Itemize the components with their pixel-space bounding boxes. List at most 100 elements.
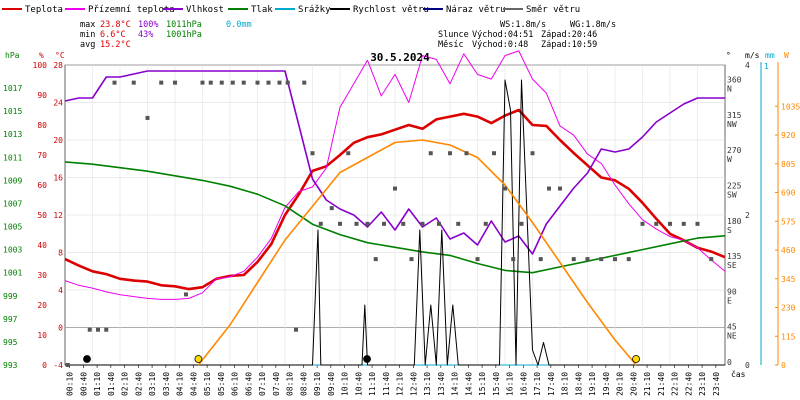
series-tlak [64,161,726,274]
wind-direction-point [159,80,164,85]
wind-speed-tick-label: 4 [745,61,750,70]
wind-dir-tick-label: 45 [727,323,737,332]
wind-direction-point [640,221,645,226]
wind-dir-compass-label: S [727,226,732,235]
x-tick-label: 22:10 [671,372,680,396]
x-tick-label: 17:10 [533,372,542,396]
wind-direction-point [519,221,524,226]
wind-direction-point [255,80,260,85]
pressure-tick-label: 1015 [3,107,22,116]
info-sunrise: Východ:04:51 [472,30,533,40]
solar-tick-label: 460 [781,246,796,255]
wind-direction-point [87,327,92,332]
stat-max-label: max [80,20,95,30]
x-tick-label: 02:10 [121,372,130,396]
temperature-tick-label: 12 [53,211,63,220]
wind-direction-point [382,221,386,226]
x-tick-label: 13:10 [423,372,432,396]
wind-direction-point [475,257,480,262]
series-solarni-radiace [197,139,637,366]
x-tick-label: 07:40 [272,372,281,396]
wind-speed-tick-label: 2 [745,211,750,220]
rain-unit: mm [765,51,775,60]
wind-direction-point [365,221,370,226]
humidity-tick-label: 60 [37,181,47,190]
humidity-tick-label: 40 [37,241,47,250]
wind-direction-point [428,151,433,156]
legend-label-smer-vetru: Směr větru [526,5,580,15]
sunset-marker [632,355,640,363]
solar-tick-label: 575 [781,217,796,226]
stat-min-label: min [80,30,95,40]
wind-direction-point [266,80,271,85]
solar-tick-label: 1035 [781,102,800,111]
wind-direction-points [65,80,714,367]
wind-direction-point [613,257,617,262]
x-tick-label: 14:40 [464,372,473,396]
wind-direction-point [483,221,488,226]
x-tick-label: 21:10 [643,372,652,396]
solar-tick-label: 690 [781,189,796,198]
pressure-tick-label: 1009 [3,176,22,185]
x-tick-label: 06:40 [244,372,253,396]
pressure-tick-label: 1017 [3,84,22,93]
x-tick-label: 16:10 [506,372,515,396]
humidity-tick-label: 20 [37,301,47,310]
wind-direction-point [599,257,604,262]
humidity-tick-label: 30 [37,271,47,280]
rain-tick-label: 1 [764,62,769,71]
wind-direction-point [285,80,290,85]
wind-direction-point [409,257,414,262]
series-vlhkost [64,70,725,255]
wind-dir-tick-label: 225 [727,182,742,191]
pressure-tick-label: 1001 [3,269,22,278]
series-prizemni-teplota [64,50,726,300]
solar-tick-label: 0 [781,361,786,370]
wind-direction-point [373,257,378,262]
wind-dir-compass-label: NE [727,332,737,341]
wind-direction-point [310,151,315,156]
humidity-unit: % [39,51,44,60]
solar-unit: W [784,51,789,60]
x-tick-label: 08:40 [299,372,308,396]
wind-direction-point [230,80,235,85]
temperature-tick-label: 0 [58,324,63,333]
info-block: WS:1.8m/s WG:1.8m/s Slunce Východ:04:51 … [438,20,616,50]
x-tick-label: 07:10 [258,372,267,396]
info-moonset: Západ:10:59 [541,40,597,50]
x-tick-label: 02:40 [134,372,143,396]
wind-dir-tick-label: 0 [727,358,732,367]
wind-direction-point [420,221,425,226]
wind-direction-point [668,221,672,226]
x-tick-label: 00:40 [79,372,88,396]
x-tick-label: 23:40 [712,372,721,396]
stat-min-pressure: 1001hPa [166,30,202,40]
info-sun-label: Slunce [438,30,469,40]
wind-dir-tick-label: 135 [727,252,742,261]
wind-dir-compass-label: SE [727,261,737,270]
wind-direction-point [131,80,136,85]
x-tick-label: 23:10 [698,372,707,396]
info-moon-label: Měsíc [438,40,464,50]
wind-dir-compass-label: SW [727,191,737,200]
wind-speed-tick-label: 0 [745,361,750,370]
wind-direction-point [571,257,576,262]
moonrise-marker [83,355,91,363]
stat-max-pressure: 1011hPa [166,20,202,30]
wind-direction-point [112,80,117,85]
wind-direction-point [318,221,323,226]
x-tick-label: 03:10 [148,372,157,396]
temperature-tick-label: 16 [53,174,63,183]
pressure-tick-label: 999 [3,292,18,301]
legend: Teplota Přízemní teplota Vlhkost Tlak Sr… [2,5,580,15]
x-tick-label: 11:10 [368,372,377,396]
solar-tick-label: 230 [781,304,796,313]
x-tick-label: 19:40 [602,372,611,396]
legend-label-srazky: Srážky [298,5,331,15]
x-tick-label: 15:40 [492,372,501,396]
info-moonrise: Východ:0:48 [472,40,528,50]
wind-direction-point [547,186,551,191]
wind-dir-tick-label: 270 [727,146,742,155]
wind-speed-unit: m/s [745,51,760,60]
wind-dir-tick-label: 180 [727,217,742,226]
